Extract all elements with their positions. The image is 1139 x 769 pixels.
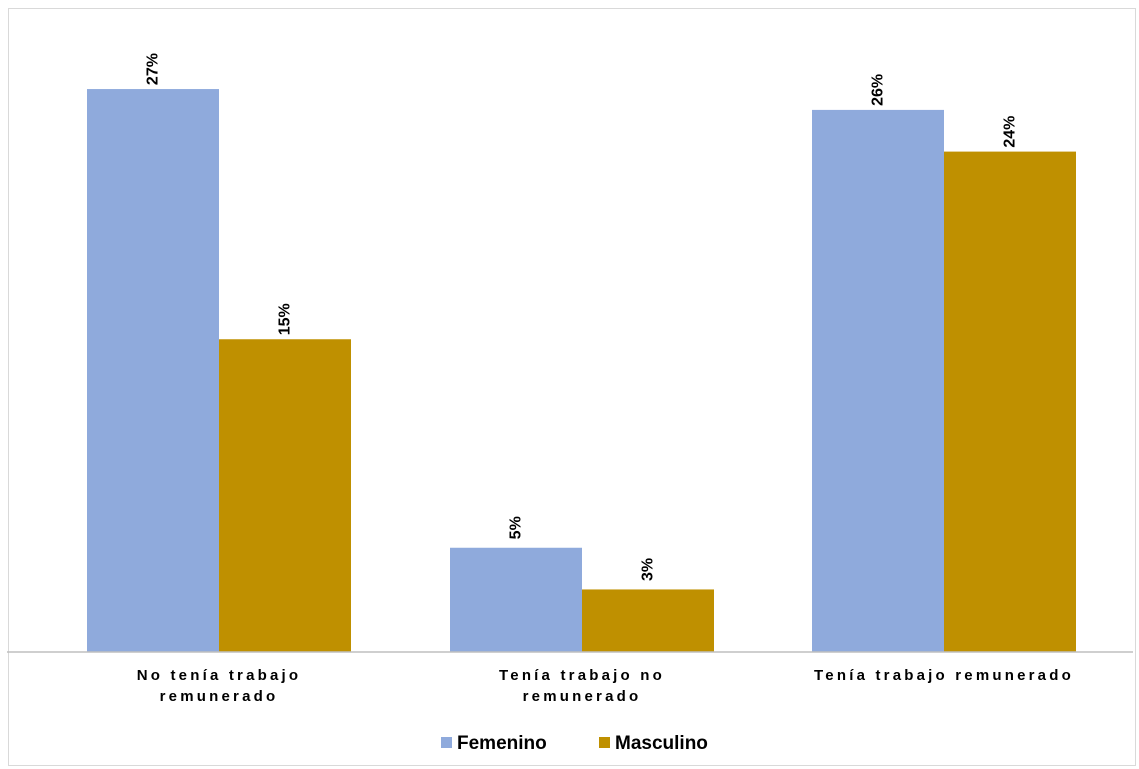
category-label-1-line-0: Tenía trabajo no [499, 667, 665, 684]
data-labels-layer: 27% 15% 5% 3% 26% 24% [145, 53, 1019, 581]
legend-label-femenino: Femenino [457, 733, 547, 754]
category-label-2-line-0: Tenía trabajo remunerado [814, 667, 1074, 684]
legend: Femenino Masculino [441, 733, 708, 754]
bars-layer [87, 89, 1076, 653]
data-label-femenino-0: 27% [145, 53, 162, 85]
bar-masculino-0 [219, 339, 351, 652]
bar-femenino-2 [812, 109, 944, 652]
legend-label-masculino: Masculino [615, 733, 708, 754]
data-label-femenino-2: 26% [870, 74, 887, 106]
data-label-masculino-2: 24% [1002, 116, 1019, 148]
bar-femenino-0 [87, 89, 219, 653]
legend-swatch-masculino [599, 737, 610, 748]
category-labels-layer: No tenía trabajo remunerado Tenía trabajo … [137, 667, 1074, 705]
bar-femenino-1 [450, 547, 582, 652]
data-label-masculino-0: 15% [277, 303, 294, 335]
legend-swatch-femenino [441, 737, 452, 748]
data-label-masculino-1: 3% [640, 558, 657, 581]
data-label-femenino-1: 5% [508, 516, 525, 539]
bar-masculino-2 [944, 151, 1076, 652]
category-label-0-line-1: remunerado [160, 688, 279, 705]
bar-masculino-1 [582, 589, 714, 652]
category-label-1-line-1: remunerado [523, 688, 642, 705]
category-label-0-line-0: No tenía trabajo [137, 667, 302, 684]
